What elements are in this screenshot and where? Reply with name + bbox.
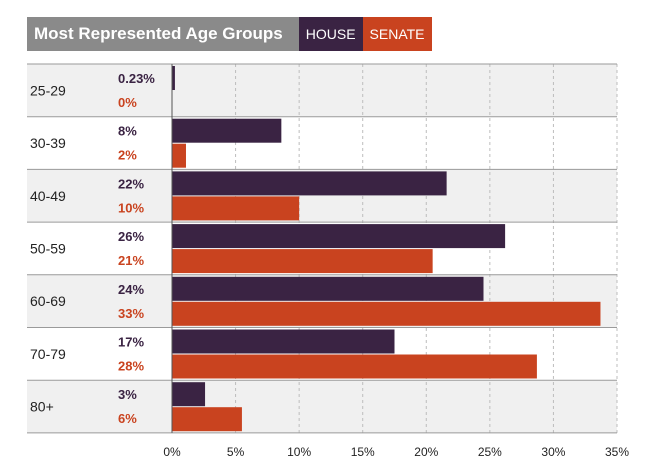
bar-house: [172, 118, 282, 143]
bar-house: [172, 382, 206, 407]
bar-house: [172, 224, 506, 249]
data-label-house: 24%: [118, 282, 144, 297]
category-label: 30-39: [30, 135, 66, 151]
bar-senate: [172, 301, 601, 326]
data-label-house: 8%: [118, 124, 137, 139]
bar-house: [172, 171, 447, 196]
data-label-house: 0.23%: [118, 71, 155, 86]
data-label-house: 22%: [118, 176, 144, 191]
x-tick-label: 25%: [478, 445, 502, 459]
bar-senate: [172, 143, 186, 168]
bar-house: [172, 276, 484, 301]
category-label: 80+: [30, 399, 54, 415]
bar-senate: [172, 196, 300, 221]
bar-senate: [172, 249, 433, 274]
data-label-house: 3%: [118, 387, 137, 402]
x-tick-label: 5%: [227, 445, 245, 459]
x-tick-label: 30%: [541, 445, 565, 459]
data-label-senate: 2%: [118, 148, 137, 163]
data-label-senate: 10%: [118, 200, 144, 215]
data-label-house: 17%: [118, 335, 144, 350]
x-tick-label: 15%: [351, 445, 375, 459]
x-tick-label: 35%: [605, 445, 629, 459]
data-label-senate: 28%: [118, 359, 144, 374]
category-label: 25-29: [30, 82, 66, 98]
bar-senate: [172, 407, 242, 432]
x-tick-label: 10%: [287, 445, 311, 459]
data-label-house: 26%: [118, 229, 144, 244]
data-label-senate: 0%: [118, 95, 137, 110]
legend-house: HOUSE: [298, 17, 363, 51]
row-band: [27, 380, 617, 433]
bar-house: [172, 66, 175, 90]
bar-house: [172, 329, 395, 354]
category-label: 50-59: [30, 240, 66, 256]
x-tick-label: 0%: [163, 445, 181, 459]
row-band: [27, 64, 617, 117]
data-label-senate: 6%: [118, 411, 137, 426]
category-label: 70-79: [30, 346, 66, 362]
bar-senate: [172, 354, 537, 379]
chart-header: Most Represented Age Groups HOUSE SENATE: [27, 17, 432, 51]
chart-title: Most Represented Age Groups: [27, 17, 299, 51]
x-tick-label: 20%: [414, 445, 438, 459]
category-label: 60-69: [30, 293, 66, 309]
category-label: 40-49: [30, 188, 66, 204]
data-label-senate: 33%: [118, 306, 144, 321]
legend-senate: SENATE: [362, 17, 432, 51]
data-label-senate: 21%: [118, 253, 144, 268]
